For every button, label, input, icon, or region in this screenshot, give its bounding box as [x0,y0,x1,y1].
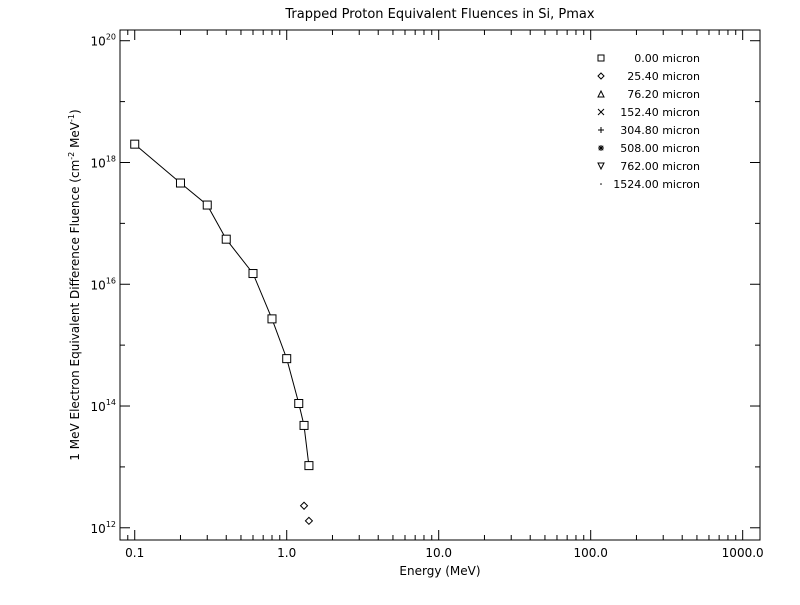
legend-marker-triangle-down [597,162,605,171]
x-tick-label: 0.1 [125,546,144,560]
y-tick-label: 1016 [91,276,116,292]
series-square-point [304,461,314,471]
x-tick-label: 10.0 [425,546,452,560]
legend-marker-dot [600,183,602,185]
series-diamond [299,501,314,526]
y-tick-label: 1012 [91,520,116,536]
legend-label: 508.00 micron [620,142,700,155]
x-tick-label: 1.0 [277,546,296,560]
y-tick-label: 1018 [91,154,116,170]
series-diamond-point [304,516,314,526]
legend-label: 0.00 micron [634,52,700,65]
y-axis-title-suffix: ) [68,109,82,114]
series-layer [130,139,314,526]
legend-marker-asterisk [598,145,604,151]
y-axis-title-prefix: 1 MeV Electron Equivalent Difference Flu… [68,160,82,461]
legend-item: 0.00 micron [597,52,700,65]
x-tick-label: 1000.0 [722,546,764,560]
x-axis-title: Energy (MeV) [399,564,480,578]
legend-item: 76.20 micron [597,88,700,101]
series-square-point [202,200,212,210]
legend-item: 25.40 micron [597,70,700,83]
series-square-point [175,178,185,188]
legend: 0.00 micron 25.40 micron 76.20 micron 152.4… [597,52,700,191]
y-axis-title-exp1: -2 [67,152,76,160]
legend-item: 304.80 micron [598,124,700,137]
plot-frame [119,29,761,541]
legend-label: 304.80 micron [620,124,700,137]
legend-marker-diamond [597,72,605,80]
legend-marker-x [597,108,605,116]
series-square-point [130,139,140,149]
legend-item: 508.00 micron [598,142,700,155]
y-tick-label: 1020 [91,33,116,49]
legend-label: 25.40 micron [627,70,700,83]
series-square-point [267,314,277,324]
series-square-point [294,398,304,408]
x-tick-label: 100.0 [574,546,608,560]
series-square-point [299,420,309,430]
legend-marker-square [597,54,605,62]
series-diamond-point [299,501,309,510]
legend-item: 1524.00 micron [600,178,700,191]
series-square-point [282,354,292,364]
legend-label: 762.00 micron [620,160,700,173]
legend-label: 152.40 micron [620,106,700,119]
y-axis-title-middle: MeV [68,121,82,152]
series-square-line [134,143,310,466]
y-tick-label: 1014 [91,398,116,414]
legend-marker-triangle [597,89,605,98]
chart-title: Trapped Proton Equivalent Fluences in Si… [284,7,595,22]
series-square-point [221,234,231,244]
y-axis-title: 1 MeV Electron Equivalent Difference Flu… [67,109,82,460]
series-square [130,139,314,471]
x-axis-ticks: 0.1 1.0 10.0 100.0 1000.0 [119,30,764,560]
legend-marker-plus [598,127,604,133]
legend-label: 76.20 micron [627,88,700,101]
legend-item: 762.00 micron [597,160,700,173]
series-square-point [248,269,258,279]
legend-label: 1524.00 micron [613,178,700,191]
legend-item: 152.40 micron [597,106,700,119]
y-axis-ticks: 1012 1014 1016 1018 1020 [91,33,760,536]
y-axis-title-exp2: -1 [67,114,76,122]
